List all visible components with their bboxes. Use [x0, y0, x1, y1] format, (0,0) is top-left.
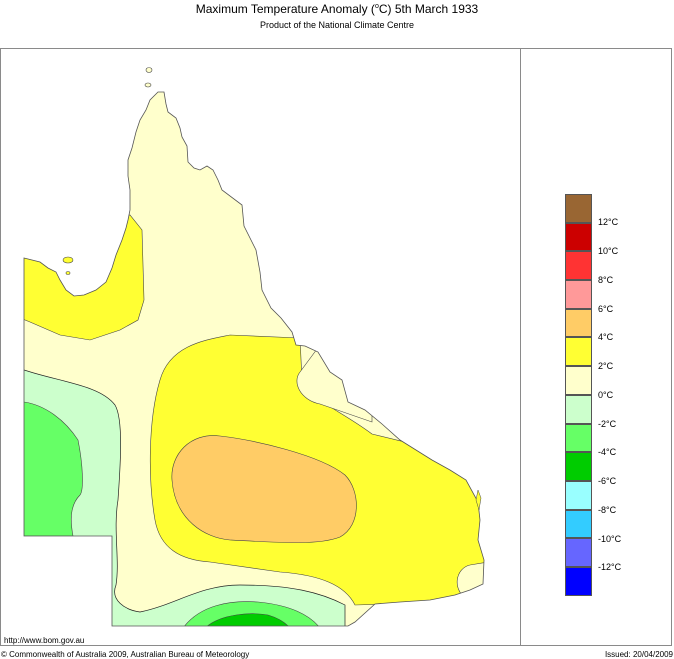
legend-label: -4°C — [598, 447, 617, 457]
legend-swatch — [565, 566, 592, 596]
legend-swatch — [565, 480, 592, 510]
legend-label: -8°C — [598, 505, 617, 515]
island — [145, 67, 153, 73]
legend-swatch — [565, 509, 592, 539]
map-subtitle: Product of the National Climate Centre — [259, 20, 415, 30]
legend-swatch — [565, 538, 592, 567]
map-title: Maximum Temperature Anomaly (oC) 5th Mar… — [0, 2, 674, 16]
copyright-notice: © Commonwealth of Australia 2009, Austra… — [1, 650, 250, 659]
degree-symbol: o — [374, 3, 379, 10]
queensland-anomaly-map — [23, 67, 485, 627]
bom-url[interactable]: http://www.bom.gov.au — [4, 636, 85, 645]
title-suffix: C) 5th March 1933 — [378, 2, 479, 16]
legend-swatch — [565, 423, 592, 453]
legend-swatch — [565, 280, 592, 309]
legend-swatch — [565, 194, 592, 223]
legend-label: -10°C — [598, 534, 622, 544]
title-prefix: Maximum Temperature Anomaly ( — [195, 2, 375, 16]
legend-label: 12°C — [598, 217, 619, 227]
legend-swatch — [565, 452, 592, 481]
legend-label: 8°C — [598, 275, 614, 285]
color-legend — [565, 194, 593, 596]
legend-divider — [520, 48, 521, 646]
legend-swatch — [565, 222, 592, 252]
legend-label: -2°C — [598, 419, 617, 429]
legend-label: 4°C — [598, 332, 614, 342]
legend-swatch — [565, 308, 592, 338]
legend-swatch — [565, 394, 592, 424]
legend-swatch — [565, 337, 592, 367]
legend-label: 6°C — [598, 304, 614, 314]
legend-swatch — [565, 366, 592, 395]
legend-label: 10°C — [598, 246, 619, 256]
legend-label: 2°C — [598, 361, 614, 371]
map-frame — [0, 48, 672, 646]
legend-label: -12°C — [598, 562, 622, 572]
issued-date: Issued: 20/04/2009 — [604, 650, 673, 659]
legend-label: -6°C — [598, 476, 617, 486]
legend-swatch — [565, 251, 592, 281]
legend-label: 0°C — [598, 390, 614, 400]
